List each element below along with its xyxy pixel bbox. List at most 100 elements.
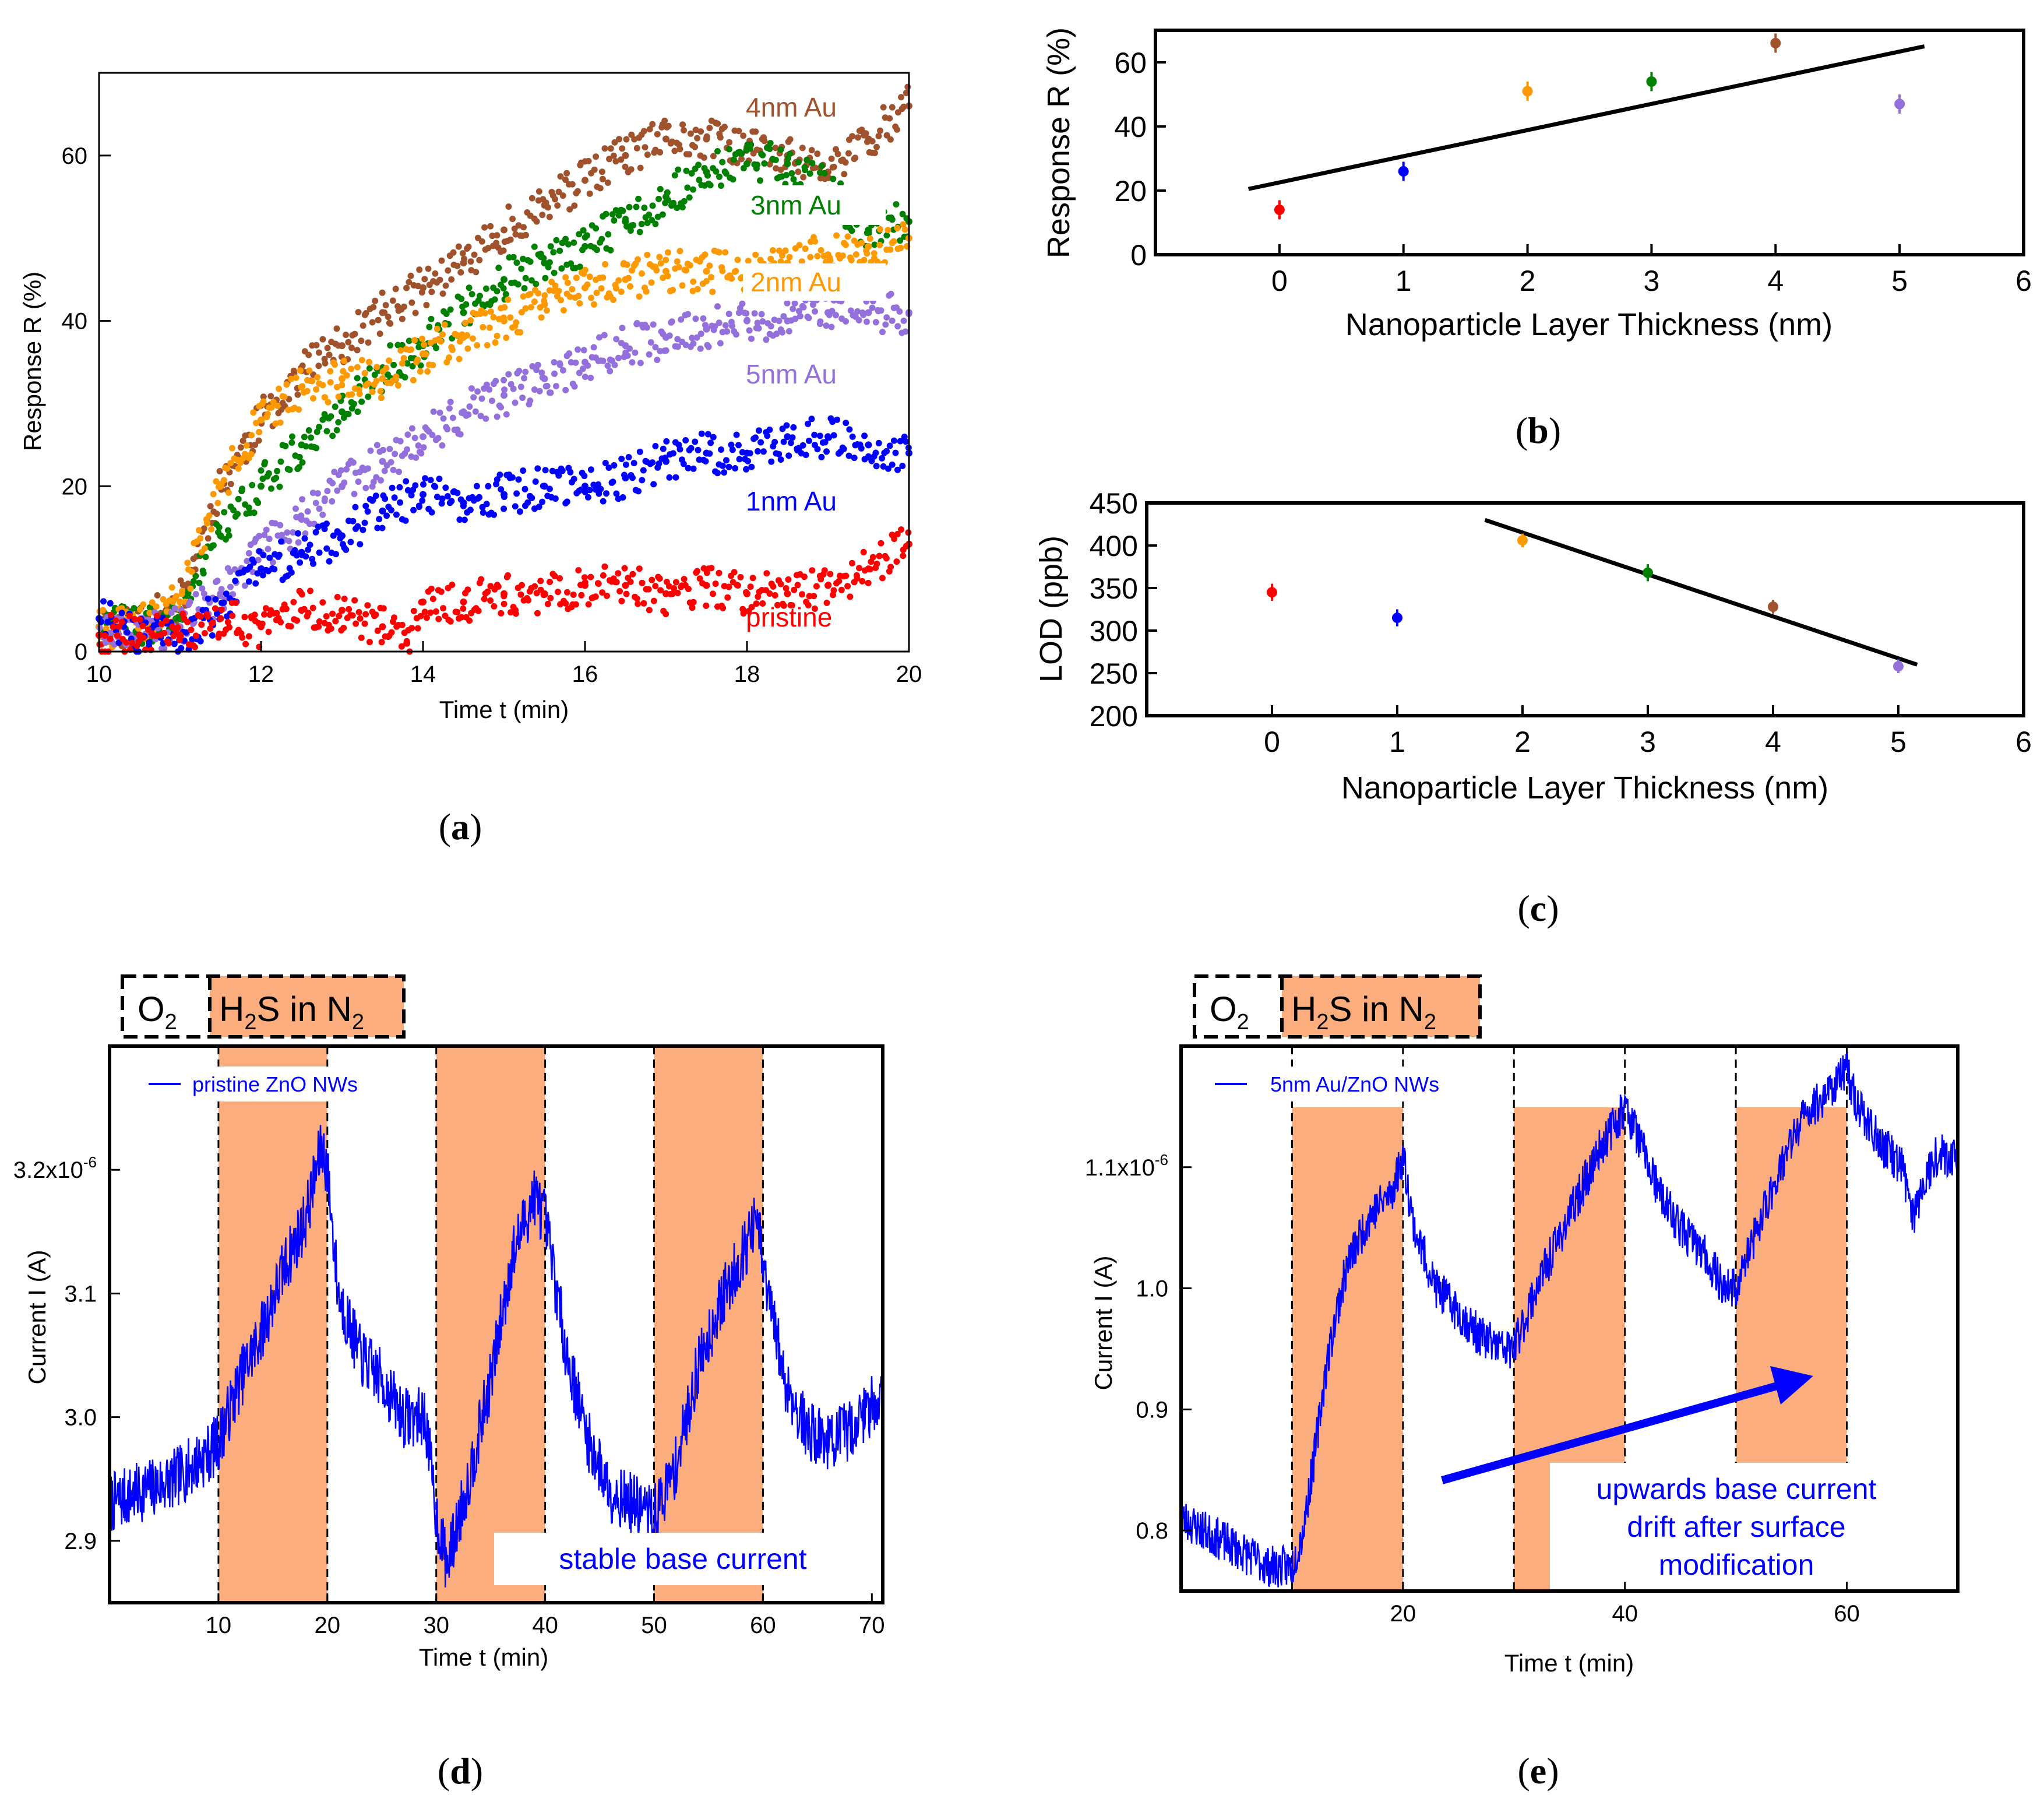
scatter-dot (288, 375, 294, 382)
scatter-dot (785, 328, 792, 335)
scatter-dot (622, 216, 629, 223)
scatter-dot (501, 494, 508, 500)
scatter-dot (682, 437, 689, 444)
scatter-dot (843, 318, 850, 325)
scatter-dot (468, 291, 475, 298)
scatter-dot (795, 308, 802, 315)
scatter-dot (890, 238, 897, 245)
scatter-dot (387, 342, 394, 349)
scatter-dot (515, 476, 522, 483)
scatter-dot (225, 532, 232, 539)
scatter-dot (730, 176, 736, 183)
scatter-dot (518, 265, 525, 272)
scatter-dot (440, 605, 447, 612)
scatter-dot (535, 188, 542, 195)
scatter-dot (294, 530, 301, 537)
scatter-dot (544, 600, 551, 607)
scatter-dot (212, 596, 219, 603)
scatter-dot (591, 166, 598, 173)
scatter-dot (701, 165, 708, 172)
scatter-dot (358, 337, 365, 344)
scatter-dot (622, 163, 629, 170)
scatter-dot (241, 451, 248, 457)
scatter-dot (223, 590, 230, 597)
scatter-dot (277, 419, 284, 426)
scatter-dot (209, 632, 216, 639)
y-tick-label: 3.1 (64, 1281, 97, 1307)
scatter-dot (136, 616, 143, 623)
scatter-dot (439, 331, 446, 338)
scatter-dot (158, 621, 165, 628)
scatter-dot (597, 185, 604, 192)
scatter-dot (381, 467, 388, 474)
scatter-dot (599, 589, 606, 596)
scatter-dot (903, 90, 910, 96)
scatter-dot (273, 610, 280, 617)
scatter-dot (896, 308, 903, 315)
scatter-dot (547, 594, 554, 601)
scatter-dot (628, 166, 635, 173)
scatter-dot (864, 318, 870, 325)
scatter-dot (404, 487, 411, 494)
scatter-dot (192, 591, 199, 597)
scatter-dot (383, 512, 390, 519)
scatter-dot (319, 511, 326, 518)
scatter-dot (137, 606, 143, 613)
scatter-dot (399, 621, 406, 628)
scatter-dot (206, 512, 213, 519)
scatter-dot (392, 451, 399, 457)
scatter-dot (416, 504, 422, 511)
scatter-dot (245, 633, 252, 640)
scatter-dot (271, 566, 278, 573)
gas-h2s-label-d: H2S in N2 (219, 990, 364, 1034)
scatter-dot (286, 537, 292, 544)
scatter-dot (535, 504, 542, 511)
scatter-dot (146, 604, 153, 611)
scatter-dot (645, 586, 652, 593)
scatter-dot (192, 572, 199, 579)
scatter-dot (668, 318, 675, 325)
scatter-dot (168, 584, 175, 591)
scatter-dot (484, 588, 491, 595)
scatter-dot (726, 139, 733, 146)
y-tick-label: 40 (62, 309, 88, 335)
scatter-dot (361, 620, 368, 627)
scatter-dot (816, 432, 823, 439)
scatter-dot (562, 235, 569, 242)
scatter-dot (118, 618, 125, 625)
scatter-dot (371, 371, 378, 378)
scatter-dot (687, 130, 694, 137)
scatter-dot (625, 454, 632, 460)
scatter-dot (623, 136, 630, 143)
scatter-dot (534, 361, 541, 368)
scatter-dot (316, 618, 323, 625)
scatter-dot (817, 576, 824, 583)
scatter-dot (605, 464, 612, 471)
panel-c-ylabel: LOD (ppb) (1034, 536, 1069, 682)
scatter-dot (883, 314, 890, 321)
scatter-dot (403, 284, 410, 291)
scatter-dot (112, 617, 119, 624)
scatter-dot (454, 608, 461, 615)
scatter-dot (849, 433, 856, 440)
panel-e-axes: 20 40 600.80.91.01.1x10-6 (1085, 1151, 1860, 1627)
scatter-dot (627, 227, 634, 234)
scatter-dot (427, 609, 434, 616)
scatter-dot (547, 579, 553, 585)
gas-o2-label-e: O2 (1210, 990, 1249, 1034)
x-tick-label: 4 (1767, 265, 1784, 297)
scatter-dot (471, 251, 478, 258)
scatter-dot (611, 361, 618, 368)
scatter-dot (408, 492, 415, 499)
scatter-dot (523, 231, 529, 238)
scatter-dot (612, 207, 619, 214)
scatter-dot (776, 451, 783, 457)
scatter-dot (186, 599, 193, 606)
scatter-dot (636, 448, 643, 455)
scatter-dot (287, 623, 294, 630)
scatter-dot (399, 360, 406, 367)
scatter-dot (454, 262, 461, 269)
scatter-dot (276, 551, 283, 558)
scatter-dot (483, 381, 490, 388)
scatter-dot (635, 600, 642, 607)
